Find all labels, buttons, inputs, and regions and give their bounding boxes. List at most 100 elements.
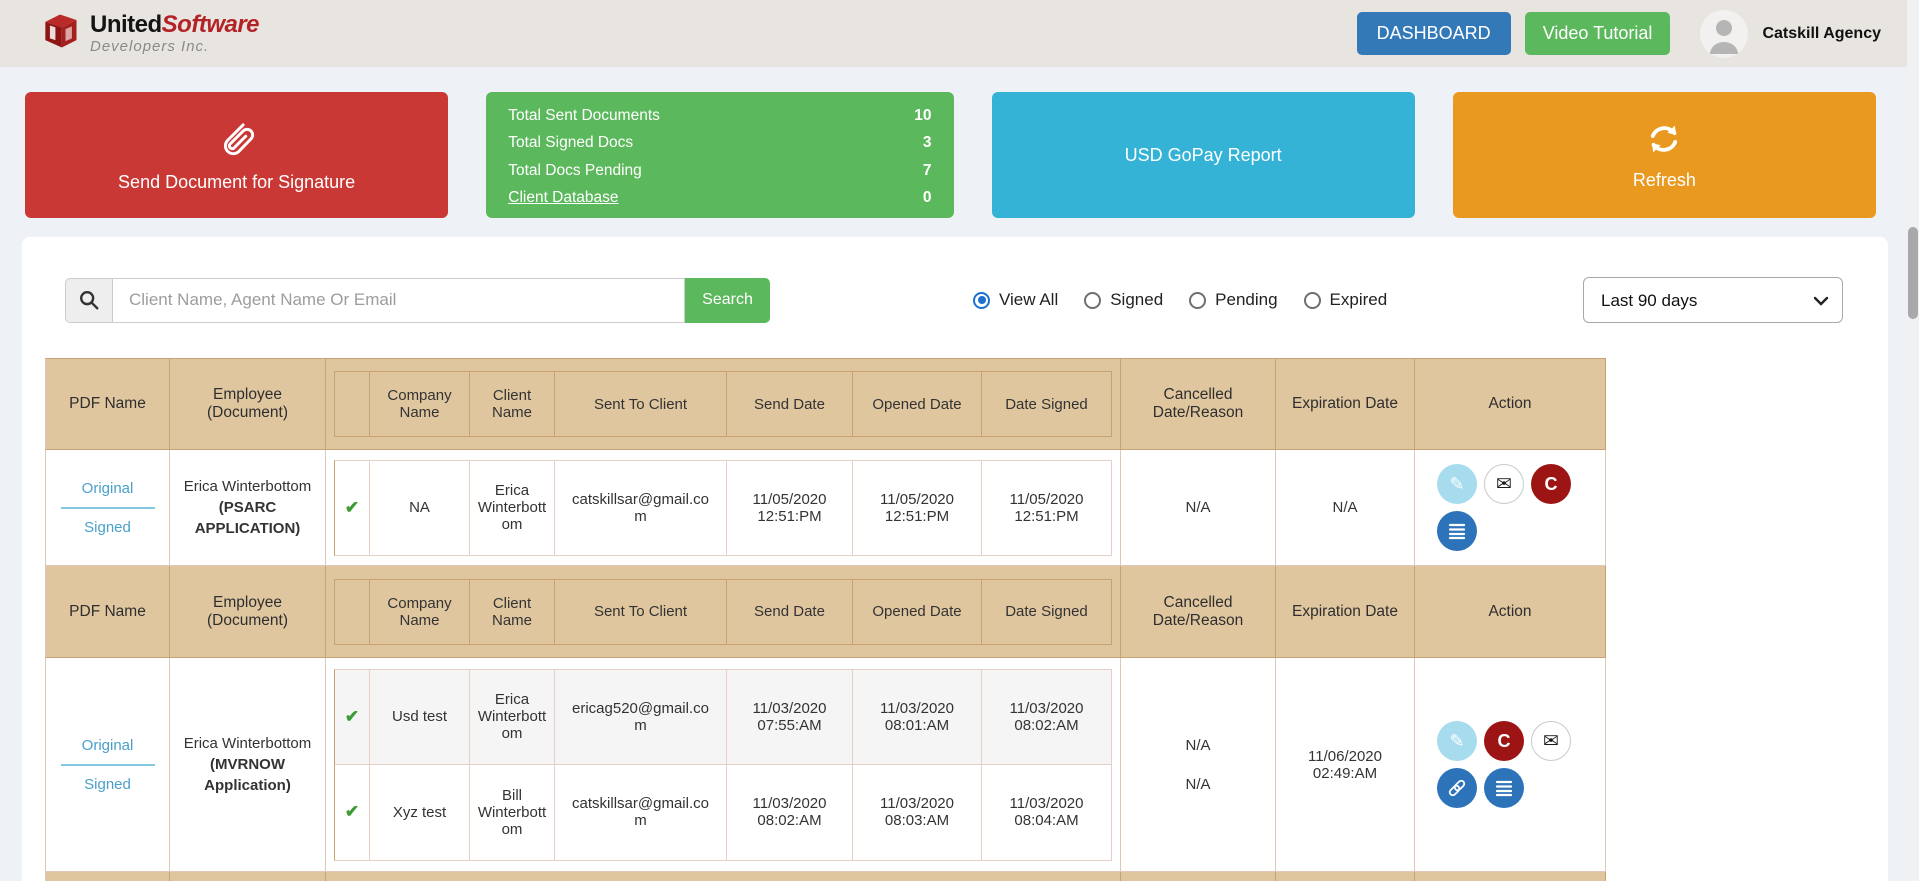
divider xyxy=(60,763,155,766)
cancelled-cell: N/A xyxy=(1121,450,1276,566)
table-header-row: PDF Name Employee (Document) Company Nam… xyxy=(45,566,1606,658)
col-company-name: Company Name xyxy=(370,371,470,437)
stat-label: Total Sent Documents xyxy=(508,107,660,124)
date-range-select[interactable]: Last 90 days xyxy=(1583,277,1843,323)
sub-row: ✔ Xyz test Bill Winterbottom catskillsar… xyxy=(334,764,1112,861)
original-link[interactable]: Original xyxy=(81,479,134,497)
pdf-name-cell: Original Signed xyxy=(45,450,170,566)
radio-icon xyxy=(1084,291,1102,309)
refresh-label: Refresh xyxy=(1632,170,1696,190)
refresh-card[interactable]: Refresh xyxy=(1452,92,1876,218)
search-button[interactable]: Search xyxy=(685,277,770,323)
dashboard-button[interactable]: DASHBOARD xyxy=(1356,12,1511,55)
scrollbar-thumb[interactable] xyxy=(1908,227,1918,319)
col-cancelled: Cancelled Date/Reason xyxy=(1121,566,1276,658)
cancelled-cell: N/A N/A xyxy=(1121,658,1276,872)
top-header: UnitedSoftware Developers Inc. DASHBOARD… xyxy=(0,0,1907,67)
radio-pending[interactable]: Pending xyxy=(1189,290,1278,310)
logo-word-united: United xyxy=(90,11,162,38)
col-checkbox xyxy=(334,578,370,645)
gopay-report-label: USD GoPay Report xyxy=(1124,144,1282,165)
sent-to-cell: catskillsar@gmail.com xyxy=(555,764,727,861)
col-date-signed: Date Signed xyxy=(982,578,1112,645)
col-checkbox xyxy=(334,371,370,437)
opened-date-cell: 11/03/2020 08:01:AM xyxy=(853,668,982,765)
date-signed-cell: 11/03/2020 08:02:AM xyxy=(982,668,1112,765)
stat-label: Total Docs Pending xyxy=(508,161,642,179)
search-input[interactable] xyxy=(112,277,685,323)
stat-total-pending: Total Docs Pending 7 xyxy=(508,161,931,181)
documents-table: PDF Name Employee (Document) Company Nam… xyxy=(45,358,1606,881)
signed-link[interactable]: Signed xyxy=(84,518,131,536)
company-cell: Xyz test xyxy=(370,764,470,861)
edit-icon[interactable]: ✎ xyxy=(1437,721,1477,761)
check-icon: ✔ xyxy=(334,668,370,765)
stat-total-sent: Total Sent Documents 10 xyxy=(508,106,931,126)
client-cell: Erica Winterbottom xyxy=(470,668,555,765)
radio-view-all[interactable]: View All xyxy=(973,290,1058,310)
radio-icon xyxy=(973,291,990,309)
check-icon: ✔ xyxy=(334,459,370,556)
date-signed-cell: 11/03/2020 08:04:AM xyxy=(982,764,1112,861)
cancel-icon[interactable]: C xyxy=(1531,464,1571,504)
radio-expired[interactable]: Expired xyxy=(1303,290,1387,310)
table-row: Original Signed Erica Winterbottom (PSAR… xyxy=(45,450,1606,566)
video-tutorial-button[interactable]: Video Tutorial xyxy=(1524,12,1671,55)
col-employee: Employee (Document) xyxy=(170,566,326,658)
client-cell: Erica Winterbottom xyxy=(470,459,555,556)
send-document-label: Send Document for Signature xyxy=(118,172,356,192)
action-cell: ✎ ✉ C xyxy=(1415,450,1606,566)
controls-row: Search View All Signed Pending Expired xyxy=(45,277,1888,323)
company-logo: UnitedSoftware Developers Inc. xyxy=(38,9,260,58)
employee-cell: Erica Winterbottom (PSARC APPLICATION) xyxy=(170,450,326,566)
cancel-icon[interactable]: C xyxy=(1484,721,1524,761)
table-row: Original Signed Erica Winterbottom (MVRN… xyxy=(45,658,1606,872)
logo-box-icon xyxy=(38,9,82,58)
col-expiration: Expiration Date xyxy=(1276,566,1415,658)
col-client-name: Client Name xyxy=(470,371,555,437)
action-cell: ✎ C ✉ xyxy=(1415,658,1606,872)
pdf-name-cell: Original Signed xyxy=(45,658,170,872)
employee-cell: Erica Winterbottom (MVRNOW Application) xyxy=(170,658,326,872)
col-pdf-name: PDF Name xyxy=(45,358,170,450)
logo-tagline: Developers Inc. xyxy=(90,38,210,55)
col-employee: Employee (Document) xyxy=(170,358,326,450)
email-icon[interactable]: ✉ xyxy=(1531,721,1571,761)
gopay-report-card[interactable]: USD GoPay Report xyxy=(991,92,1415,218)
signed-link[interactable]: Signed xyxy=(84,775,131,793)
company-cell: Usd test xyxy=(370,668,470,765)
table-header-row: PDF Name Employee (Document) Cancelled D… xyxy=(45,872,1606,881)
send-document-card[interactable]: Send Document for Signature xyxy=(25,92,449,218)
col-action: Action xyxy=(1415,358,1606,450)
original-link[interactable]: Original xyxy=(81,736,134,754)
edit-icon[interactable]: ✎ xyxy=(1437,464,1477,504)
col-company-name: Company Name xyxy=(370,578,470,645)
client-cell: Bill Winterbottom xyxy=(470,764,555,861)
list-icon[interactable] xyxy=(1437,511,1477,551)
divider xyxy=(60,506,155,509)
col-cancelled: Cancelled Date/Reason xyxy=(1121,358,1276,450)
client-database-link[interactable]: Client Database xyxy=(508,188,619,206)
link-icon[interactable] xyxy=(1437,768,1477,808)
col-pdf-name: PDF Name xyxy=(45,566,170,658)
vertical-scrollbar[interactable] xyxy=(1907,0,1919,881)
paperclip-icon xyxy=(216,117,258,164)
email-icon[interactable]: ✉ xyxy=(1484,464,1524,504)
col-opened-date: Opened Date xyxy=(853,371,982,437)
sub-row: ✔ Usd test Erica Winterbottom ericag520@… xyxy=(334,668,1112,765)
stat-value: 7 xyxy=(922,161,932,179)
list-icon[interactable] xyxy=(1484,768,1524,808)
date-range-select-wrap: Last 90 days xyxy=(1583,277,1843,323)
radio-signed[interactable]: Signed xyxy=(1084,290,1163,310)
col-sent-to-client: Sent To Client xyxy=(555,371,727,437)
col-opened-date: Opened Date xyxy=(853,578,982,645)
user-avatar[interactable] xyxy=(1700,9,1749,58)
expiration-cell: 11/06/2020 02:49:AM xyxy=(1276,658,1415,872)
opened-date-cell: 11/03/2020 08:03:AM xyxy=(853,764,982,861)
search-icon xyxy=(65,277,112,323)
stats-card: Total Sent Documents 10 Total Signed Doc… xyxy=(486,92,954,218)
send-date-cell: 11/05/2020 12:51:PM xyxy=(727,459,853,556)
details-cell: ✔ NA Erica Winterbottom catskillsar@gmai… xyxy=(326,450,1121,566)
stat-value: 0 xyxy=(922,188,932,206)
date-signed-cell: 11/05/2020 12:51:PM xyxy=(982,459,1112,556)
